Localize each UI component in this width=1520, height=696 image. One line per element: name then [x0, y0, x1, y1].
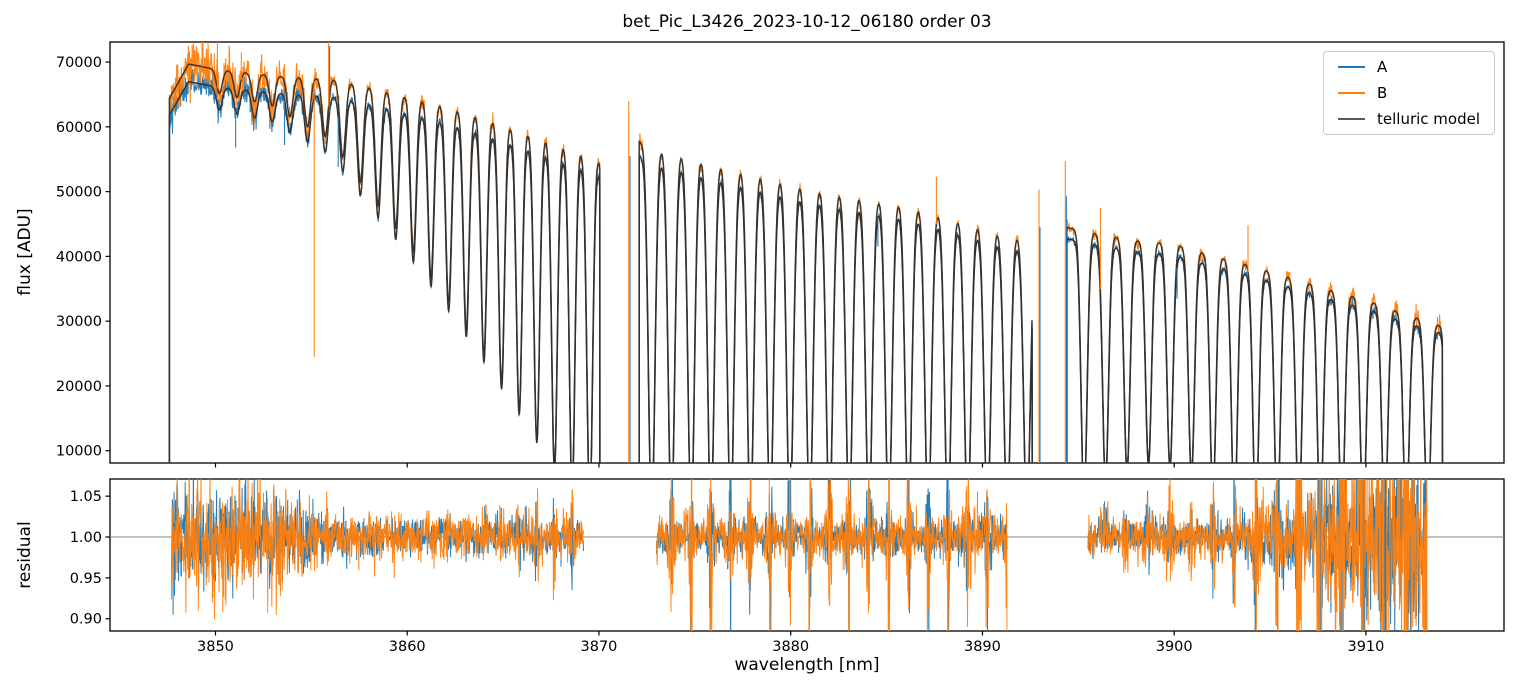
- x-tick-label: 3850: [197, 639, 234, 655]
- flux-panel-data: [168, 42, 1444, 463]
- y-tick-label: 0.90: [70, 612, 102, 628]
- flux-axes: 10000 20000 30000 40000 50000 60000 70000: [56, 41, 1505, 468]
- residual-A-path: [1087, 479, 1428, 631]
- y-tick-label: 1.00: [70, 530, 102, 546]
- y-tick-label: 20000: [56, 379, 102, 395]
- x-tick-label: 3870: [581, 639, 618, 655]
- series-telluric-model-B-path: [168, 63, 601, 463]
- residual-axes: 3850 3860 3870 3880 3890 3900 3910 0.90 0.95 1.00…: [70, 478, 1505, 655]
- x-tick-label: 3890: [964, 639, 1001, 655]
- legend-label-b: B: [1377, 84, 1388, 102]
- residual-B-path: [170, 479, 584, 620]
- x-tick-label: 3860: [389, 639, 426, 655]
- y-tick-label: 60000: [56, 120, 102, 136]
- x-tick-label: 3910: [1347, 639, 1384, 655]
- x-axis-label: wavelength [nm]: [734, 655, 880, 675]
- residual-B-path: [1087, 479, 1428, 631]
- series-A-path: [168, 67, 601, 463]
- legend-item-a: A: [1324, 58, 1494, 76]
- residual-frame: [109, 478, 1505, 632]
- series-telluric-model-B-path: [638, 140, 1033, 463]
- x-tick-label: 3900: [1156, 639, 1193, 655]
- y-tick-label: 0.95: [70, 571, 102, 587]
- y-tick-label: 50000: [56, 185, 102, 201]
- series-telluric-model-B-path: [1066, 226, 1444, 463]
- legend-line-sample-a: [1338, 66, 1365, 68]
- legend: A B telluric model: [1323, 51, 1495, 135]
- flux-y-axis-label: flux [ADU]: [15, 208, 35, 296]
- flux-frame: [109, 41, 1505, 464]
- x-tick-label: 3880: [772, 639, 809, 655]
- y-tick-label: 40000: [56, 249, 102, 265]
- legend-line-sample-b: [1338, 92, 1365, 94]
- legend-item-b: B: [1324, 84, 1494, 102]
- residual-y-axis-label: residual: [15, 521, 35, 589]
- figure-title: bet_Pic_L3426_2023-10-12_06180 order 03: [622, 12, 992, 32]
- y-tick-label: 30000: [56, 314, 102, 330]
- legend-item-telluric: telluric model: [1324, 110, 1494, 128]
- y-tick-label: 70000: [56, 55, 102, 71]
- legend-line-sample-telluric: [1338, 118, 1365, 120]
- series-telluric-model-A-path: [168, 80, 601, 463]
- residual-B-path: [656, 479, 1008, 631]
- y-tick-label: 10000: [56, 444, 102, 460]
- y-tick-label: 1.05: [70, 489, 102, 505]
- residual-panel-data: [110, 479, 1504, 631]
- legend-label-a: A: [1377, 58, 1388, 76]
- legend-label-telluric: telluric model: [1377, 110, 1481, 128]
